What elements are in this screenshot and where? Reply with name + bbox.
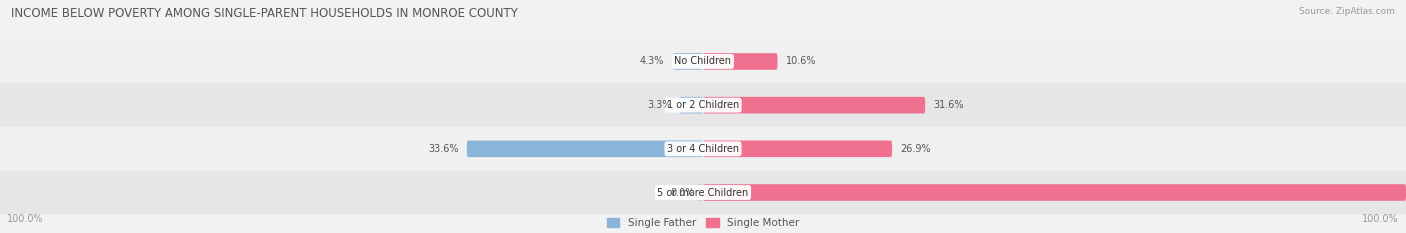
Text: 33.6%: 33.6% <box>427 144 458 154</box>
Text: 3.3%: 3.3% <box>647 100 672 110</box>
Bar <box>0 40 1406 83</box>
FancyBboxPatch shape <box>672 53 703 70</box>
FancyBboxPatch shape <box>703 97 925 113</box>
FancyBboxPatch shape <box>703 140 893 157</box>
Bar <box>0 83 1406 127</box>
Text: 3 or 4 Children: 3 or 4 Children <box>666 144 740 154</box>
Text: 1 or 2 Children: 1 or 2 Children <box>666 100 740 110</box>
Text: 5 or more Children: 5 or more Children <box>658 188 748 198</box>
Text: Source: ZipAtlas.com: Source: ZipAtlas.com <box>1299 7 1395 16</box>
Text: 31.6%: 31.6% <box>934 100 965 110</box>
Text: 26.9%: 26.9% <box>901 144 931 154</box>
Legend: Single Father, Single Mother: Single Father, Single Mother <box>607 218 799 228</box>
FancyBboxPatch shape <box>703 184 1406 201</box>
Text: No Children: No Children <box>675 56 731 66</box>
Bar <box>0 127 1406 171</box>
Text: 4.3%: 4.3% <box>640 56 665 66</box>
FancyBboxPatch shape <box>697 184 703 201</box>
Text: INCOME BELOW POVERTY AMONG SINGLE-PARENT HOUSEHOLDS IN MONROE COUNTY: INCOME BELOW POVERTY AMONG SINGLE-PARENT… <box>11 7 519 20</box>
Text: 100.0%: 100.0% <box>7 214 44 224</box>
Text: 0.0%: 0.0% <box>671 188 695 198</box>
FancyBboxPatch shape <box>681 97 703 113</box>
Bar <box>0 171 1406 214</box>
FancyBboxPatch shape <box>467 140 703 157</box>
FancyBboxPatch shape <box>703 53 778 70</box>
Text: 100.0%: 100.0% <box>1362 214 1399 224</box>
Text: 10.6%: 10.6% <box>786 56 817 66</box>
